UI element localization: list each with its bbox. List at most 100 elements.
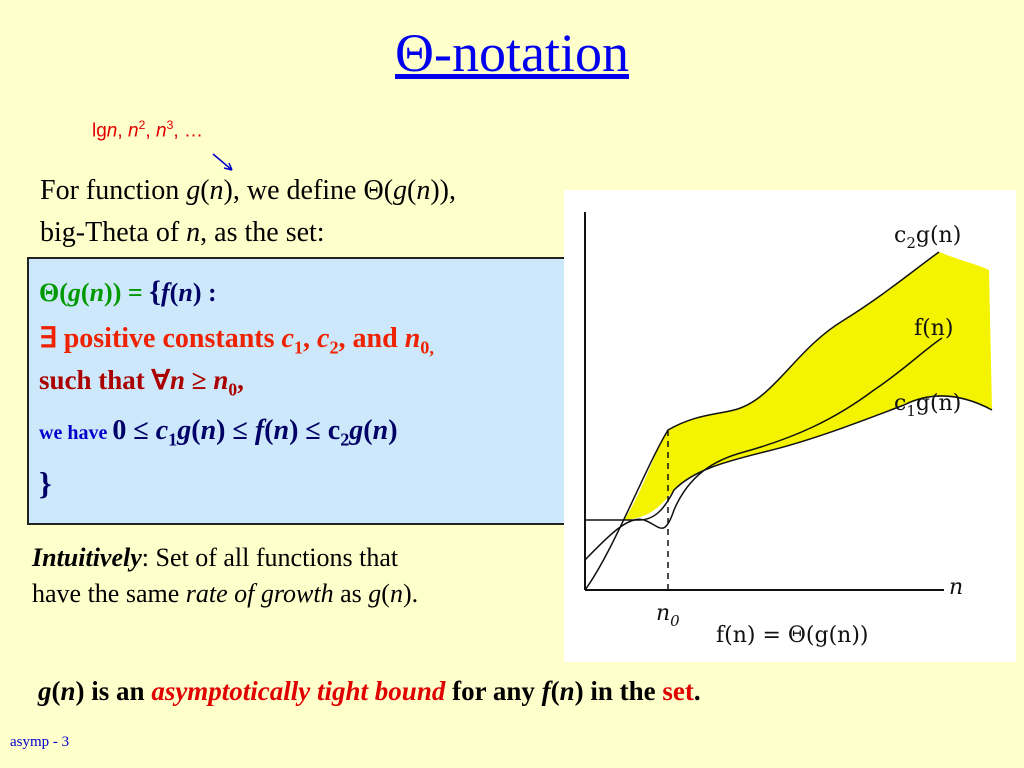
text-run: ,: [303, 323, 318, 354]
text-run: g: [177, 415, 192, 446]
text-run: n: [559, 676, 575, 706]
text-run: n: [404, 323, 421, 354]
text-run: n: [178, 278, 193, 307]
text-run: }: [39, 465, 52, 501]
text-run: (: [407, 175, 417, 206]
text-run: ): [388, 415, 398, 446]
text-run: rate of growth: [185, 579, 334, 608]
text-run: c: [155, 415, 169, 446]
graph: c2g(n) f(n) c1g(n) n n0 f(n) = Θ(g(n)): [564, 190, 1016, 662]
text-run: 1: [293, 337, 304, 358]
text-run: , …: [173, 120, 203, 142]
text-run: (: [80, 278, 90, 307]
text-run: ,: [145, 120, 156, 142]
text-run: f: [254, 415, 265, 446]
text-run: Θ(: [39, 278, 68, 307]
text-run: g: [38, 676, 52, 706]
text-run: n: [209, 175, 224, 206]
text-run: )),: [430, 175, 457, 206]
caption: f(n) = Θ(g(n)): [716, 623, 869, 648]
text-run: ) ≤ c: [289, 415, 341, 446]
text-run: f: [161, 278, 170, 307]
text-run: n: [213, 365, 229, 395]
text-run: g: [349, 415, 364, 446]
text-run: n: [170, 365, 186, 395]
text-run: .: [693, 676, 701, 706]
text-run: (: [363, 415, 373, 446]
text-run: ) in the: [574, 676, 663, 706]
text-run: as: [333, 579, 369, 608]
text-run: , as the set:: [200, 217, 325, 248]
text-run: (: [51, 676, 61, 706]
intro: For function g(n), we define Θ(g(n)), bi…: [40, 170, 456, 254]
text-run: c: [317, 323, 330, 354]
text-run: g(n): [916, 391, 961, 416]
text-run: for any: [445, 676, 542, 706]
text-run: )) =: [104, 278, 150, 307]
lower-label: c1g(n): [894, 391, 961, 420]
text-run: n: [60, 676, 76, 706]
text-run: For function: [40, 175, 187, 206]
threshold-label: n0: [656, 601, 680, 630]
text-run: 2: [138, 118, 146, 132]
text-run: Intuitively: [32, 543, 142, 572]
footer: asymp - 3: [10, 734, 70, 750]
text-run: ,: [117, 120, 128, 142]
text-run: c: [281, 323, 294, 354]
text-run: (: [169, 278, 179, 307]
text-run: 3: [166, 118, 174, 132]
text-run: : Set of all functions that: [141, 543, 399, 572]
text-run: ∃ positive constants: [39, 323, 282, 354]
text-run: g: [368, 579, 382, 608]
text-run: (: [191, 415, 201, 446]
text-run: c: [894, 223, 906, 248]
text-run: n: [89, 278, 105, 307]
text-run: (: [550, 676, 560, 706]
text-run: 0,: [420, 337, 434, 358]
text-run: c: [894, 391, 906, 416]
text-run: 2: [329, 337, 339, 358]
text-run: {: [149, 275, 161, 308]
text-run: g: [393, 175, 408, 206]
text-run: we have: [39, 422, 113, 444]
text-run: n: [273, 415, 290, 446]
middle-label: f(n): [914, 316, 953, 341]
text-run: have the same: [32, 579, 186, 608]
x-axis-label: n: [949, 575, 963, 600]
text-run: set: [662, 676, 694, 706]
text-run: n: [416, 175, 431, 206]
title: Θ-notation: [395, 23, 629, 83]
text-run: (: [264, 415, 274, 446]
text-run: ) is an: [75, 676, 152, 706]
conclusion: g(n) is an asymptotically tight bound fo…: [38, 676, 701, 707]
text-run: g: [67, 278, 81, 307]
text-run: 1: [168, 429, 178, 450]
text-run: (: [381, 579, 390, 608]
text-run: g: [186, 175, 201, 206]
text-run: n: [127, 120, 139, 142]
text-run: (: [200, 175, 210, 206]
text-run: n: [372, 415, 389, 446]
text-run: asymptotically tight bound: [151, 676, 446, 706]
text-run: ≥: [185, 365, 214, 395]
text-run: n: [106, 120, 118, 142]
text-run: ,: [237, 365, 244, 395]
text-run: ), we define Θ(: [223, 175, 394, 206]
text-run: n: [389, 579, 403, 608]
text-run: n: [186, 217, 201, 248]
text-run: ) :: [192, 278, 217, 307]
annotation: lgn, n2, n3, …: [92, 118, 203, 142]
text-run: 1: [906, 402, 916, 420]
text-run: n: [656, 601, 670, 626]
text-run: 0: [228, 379, 238, 400]
text-run: f: [541, 676, 551, 706]
text-run: big-Theta of: [40, 217, 187, 248]
text-run: such that ∀: [39, 365, 170, 395]
intuition: Intuitively: Set of all functions that h…: [32, 540, 418, 612]
text-run: , and: [338, 323, 405, 354]
text-run: ) ≤: [216, 415, 255, 446]
text-run: 2: [906, 234, 916, 252]
text-run: n: [155, 120, 167, 142]
text-run: lg: [92, 120, 107, 142]
arrow: [212, 153, 233, 171]
